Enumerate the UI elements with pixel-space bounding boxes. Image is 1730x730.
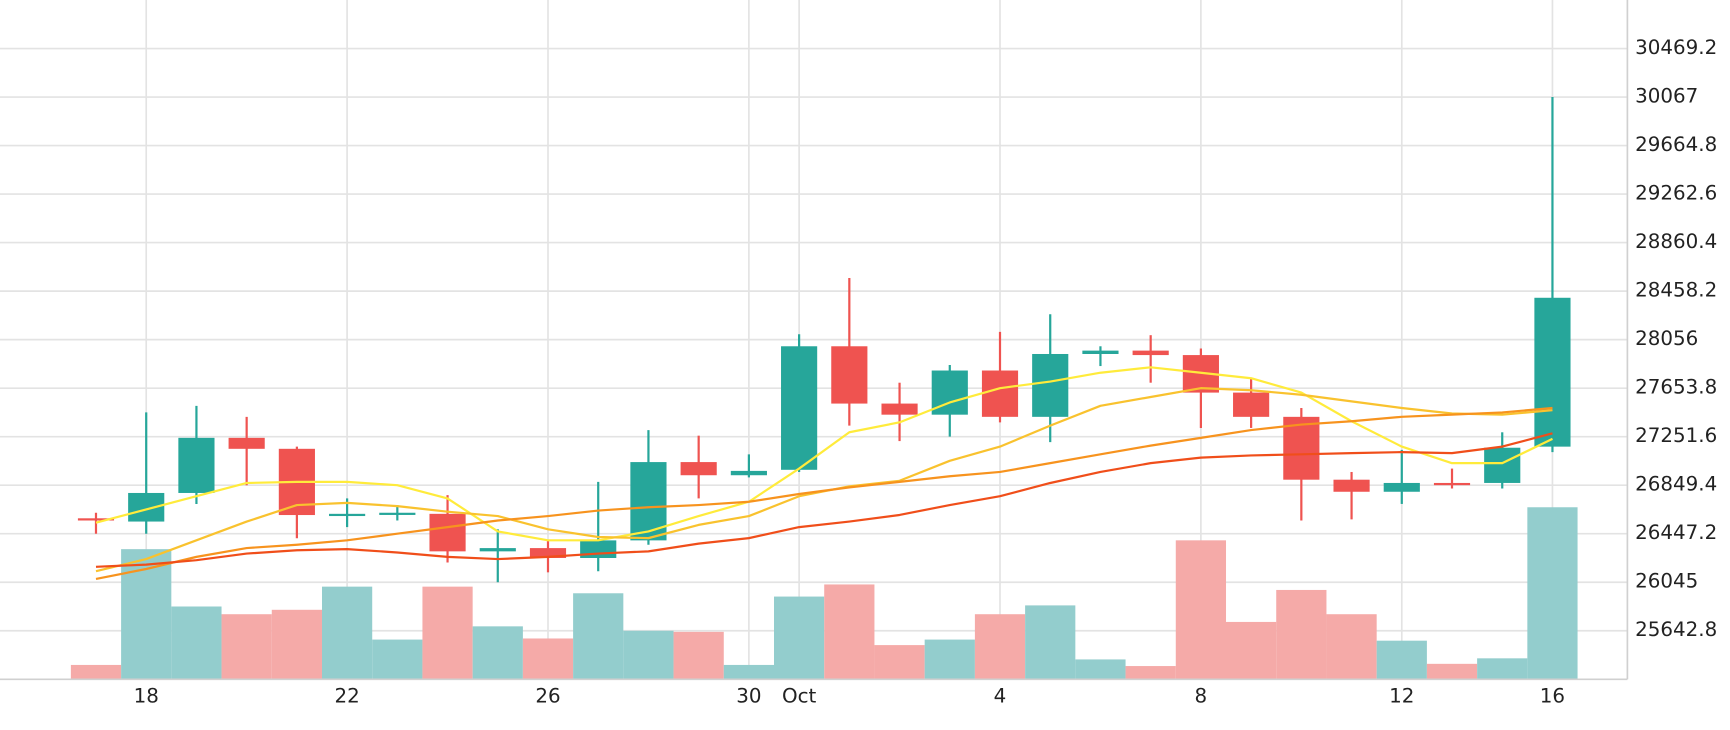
candle-body	[1233, 392, 1270, 417]
candle-body	[1082, 350, 1119, 354]
y-tick-label: 29262.6	[1635, 182, 1717, 205]
volume-bar	[171, 606, 222, 680]
y-tick-label: 28056	[1635, 327, 1698, 350]
volume-bar	[1426, 663, 1478, 680]
volume-bar	[1326, 614, 1377, 680]
candle-body	[881, 403, 918, 415]
axes: 25642.8 26045 26447.2 26849.4 27251.6 27653.8…	[0, 0, 1717, 707]
x-tick-label: Oct	[782, 684, 817, 707]
volume-bar	[1125, 666, 1176, 680]
y-tick-label: 27251.6	[1635, 424, 1717, 447]
x-tick-label: 12	[1389, 684, 1414, 707]
candle-body	[479, 548, 516, 552]
y-tick-label: 25642.8	[1635, 618, 1717, 641]
y-tick-label: 29664.8	[1635, 133, 1717, 156]
volume-bar	[121, 549, 172, 680]
x-tick-label: 4	[994, 684, 1007, 707]
x-tick-label: 16	[1540, 684, 1565, 707]
candle-body	[1484, 447, 1521, 483]
volume-bar	[1175, 540, 1227, 680]
candle-body	[1032, 353, 1069, 417]
y-tick-label: 26045	[1635, 570, 1698, 593]
volume-bar	[422, 586, 473, 680]
moving-averages	[95, 366, 1553, 581]
volume-bar	[1376, 640, 1427, 680]
grid	[0, 0, 1628, 680]
candle-body	[1383, 482, 1420, 492]
volume-bar	[824, 584, 875, 680]
candle-body	[228, 437, 265, 449]
x-tick-label: 30	[736, 684, 761, 707]
volume-bar	[874, 645, 925, 680]
volume-bar	[1075, 659, 1126, 680]
x-tick-label: 22	[334, 684, 359, 707]
y-tick-label: 30469.2	[1635, 36, 1717, 59]
y-tick-label: 30067	[1635, 85, 1698, 108]
x-tick-label: 18	[134, 684, 159, 707]
candle-body	[178, 437, 215, 493]
candle-body	[730, 470, 767, 476]
volume-bar	[1527, 507, 1578, 680]
ma-line	[95, 406, 1553, 581]
volume-bar	[924, 639, 975, 680]
volume-bar	[673, 631, 724, 680]
volume-bar	[472, 626, 523, 680]
volume-bar	[773, 596, 825, 680]
candle-body	[781, 346, 818, 470]
volume-bar	[723, 664, 774, 680]
volume-bar	[1477, 658, 1528, 680]
candle-body	[831, 346, 868, 404]
candle-body	[1283, 416, 1320, 480]
ma-line	[95, 432, 1553, 568]
y-tick-label: 26849.4	[1635, 473, 1717, 496]
y-tick-label: 28860.4	[1635, 230, 1717, 253]
volume-bar	[974, 614, 1026, 680]
volume-bar	[522, 638, 574, 680]
candle-body	[1333, 479, 1370, 492]
candle-body	[329, 513, 366, 517]
candle-body	[429, 513, 466, 552]
volume-bar	[1276, 589, 1327, 680]
ma-line	[95, 366, 1553, 542]
candle-body	[529, 548, 567, 558]
volume-bar	[321, 586, 373, 680]
x-tick-label: 26	[535, 684, 560, 707]
candle-body	[77, 518, 115, 521]
candle-body	[1534, 297, 1571, 447]
volume-bar	[271, 609, 322, 680]
y-tick-label: 26447.2	[1635, 521, 1717, 544]
y-tick-label: 28458.2	[1635, 279, 1717, 302]
candle-body	[981, 370, 1019, 417]
candle-body	[680, 462, 717, 476]
volume-bar	[573, 593, 624, 680]
volume-bar	[1226, 621, 1277, 680]
candle-body	[379, 512, 416, 515]
volume-bar	[623, 630, 674, 680]
y-tick-label: 27653.8	[1635, 376, 1717, 399]
volume-bar	[70, 664, 122, 680]
candles	[77, 97, 1571, 583]
candle-body	[128, 492, 165, 522]
volume-bar	[221, 614, 272, 680]
volume-bars	[70, 507, 1578, 680]
volume-bar	[372, 639, 423, 680]
candle-body	[1132, 350, 1169, 356]
volume-bar	[1025, 605, 1076, 680]
x-tick-label: 8	[1195, 684, 1208, 707]
candle-body	[1433, 482, 1471, 486]
